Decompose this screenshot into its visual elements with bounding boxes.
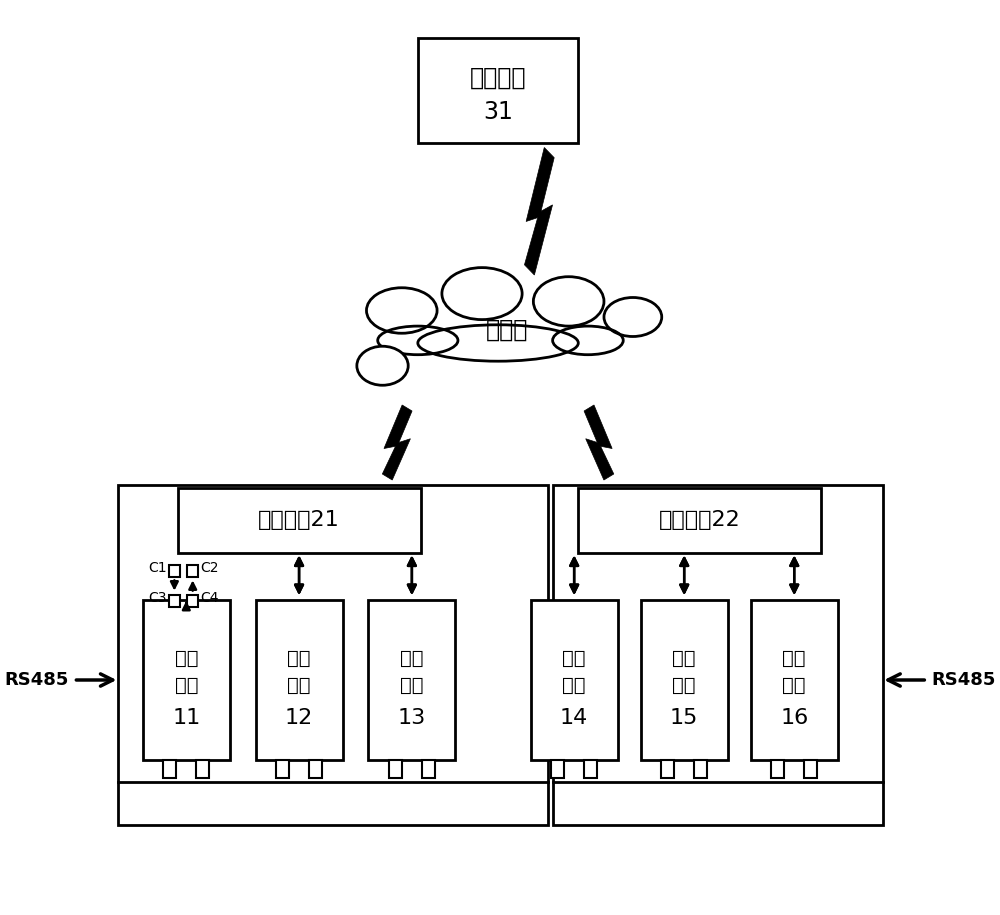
Text: 设备: 设备	[562, 675, 586, 694]
Text: 12: 12	[285, 708, 313, 728]
Bar	[418, 38, 578, 143]
Bar	[169, 595, 180, 607]
Polygon shape	[382, 405, 412, 480]
Bar	[771, 760, 784, 778]
Text: 设备: 设备	[672, 675, 696, 694]
Polygon shape	[524, 147, 554, 275]
Text: 表计: 表计	[175, 649, 198, 668]
Ellipse shape	[418, 325, 578, 361]
Text: 15: 15	[670, 708, 698, 728]
Text: 表计: 表计	[672, 649, 696, 668]
Bar	[531, 600, 618, 760]
Text: C3: C3	[149, 591, 167, 606]
Bar	[751, 600, 838, 760]
Text: 31: 31	[483, 100, 513, 124]
Bar	[118, 485, 548, 825]
Bar	[368, 600, 455, 760]
Bar	[804, 760, 817, 778]
Bar	[178, 488, 421, 553]
Text: 采集终端21: 采集终端21	[258, 510, 340, 530]
Bar	[551, 760, 564, 778]
Text: 以太网: 以太网	[486, 318, 528, 342]
Text: 表计: 表计	[782, 649, 806, 668]
Bar	[256, 600, 343, 760]
Text: 14: 14	[560, 708, 588, 728]
Ellipse shape	[442, 267, 522, 319]
Ellipse shape	[553, 326, 623, 355]
Text: C1: C1	[148, 562, 167, 576]
Text: 13: 13	[398, 708, 426, 728]
Text: RS485: RS485	[5, 671, 69, 689]
Bar	[584, 760, 597, 778]
Bar	[143, 600, 230, 760]
Text: 设备: 设备	[782, 675, 806, 694]
Polygon shape	[584, 405, 614, 480]
Text: 11: 11	[172, 708, 200, 728]
Bar	[276, 760, 289, 778]
Bar	[661, 760, 674, 778]
Bar	[389, 760, 402, 778]
Text: 设备: 设备	[287, 675, 311, 694]
Text: RS485: RS485	[932, 671, 996, 689]
Text: 采集终端22: 采集终端22	[659, 510, 741, 530]
Text: 表计: 表计	[400, 649, 424, 668]
Text: 设备: 设备	[175, 675, 198, 694]
Text: C2: C2	[200, 562, 219, 576]
Bar	[187, 565, 198, 576]
Bar	[196, 760, 209, 778]
Ellipse shape	[533, 276, 604, 326]
Text: 设备: 设备	[400, 675, 424, 694]
Text: 抄表主站: 抄表主站	[470, 66, 526, 90]
Ellipse shape	[357, 346, 408, 385]
Text: 16: 16	[780, 708, 808, 728]
Bar	[553, 485, 883, 825]
Bar	[163, 760, 176, 778]
Text: 表计: 表计	[562, 649, 586, 668]
Text: 表计: 表计	[287, 649, 311, 668]
Text: C4: C4	[200, 591, 219, 606]
Bar	[641, 600, 728, 760]
Ellipse shape	[604, 297, 662, 337]
Ellipse shape	[366, 287, 437, 333]
Bar	[309, 760, 322, 778]
Bar	[578, 488, 821, 553]
Ellipse shape	[378, 326, 458, 355]
Bar	[694, 760, 707, 778]
Bar	[187, 595, 198, 607]
Bar	[169, 565, 180, 576]
Bar	[422, 760, 435, 778]
